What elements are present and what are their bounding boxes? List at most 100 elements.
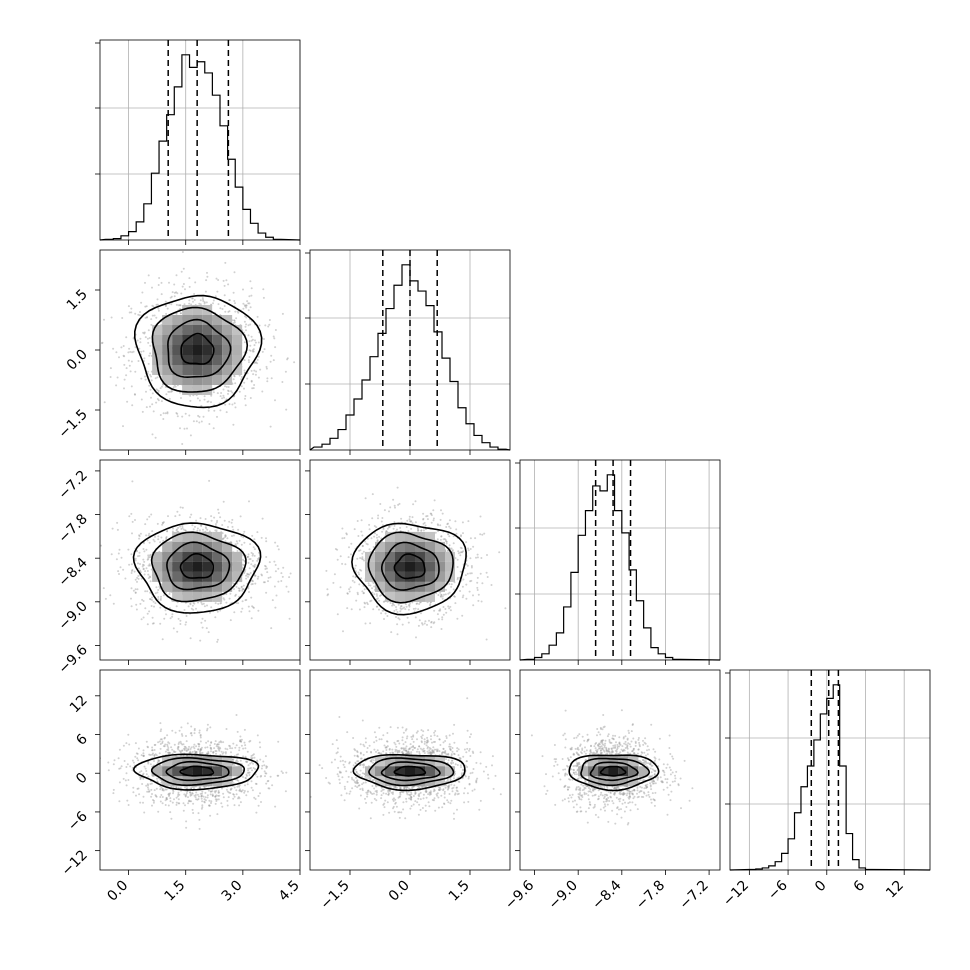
scatter-point — [159, 606, 162, 609]
scatter-point — [205, 301, 208, 304]
scatter-point — [251, 387, 254, 390]
scatter-point — [462, 550, 465, 553]
scatter-point — [191, 524, 194, 527]
scatter-point — [410, 527, 413, 530]
scatter-point — [174, 515, 177, 518]
scatter-point — [131, 480, 134, 483]
scatter-point — [479, 533, 482, 536]
scatter-point — [265, 765, 268, 768]
scatter-point — [149, 405, 151, 408]
scatter-point — [149, 580, 152, 583]
scatter-point — [223, 396, 225, 399]
scatter-point — [343, 537, 346, 539]
scatter-point — [440, 535, 443, 538]
scatter-point — [380, 520, 383, 523]
density-contour — [134, 294, 263, 409]
scatter-point — [227, 386, 230, 388]
density-cell — [202, 355, 213, 365]
scatter-point — [341, 537, 344, 540]
scatter-point — [209, 814, 212, 817]
scatter-point — [432, 517, 435, 520]
density-contour — [179, 553, 214, 579]
scatter-point — [264, 568, 267, 570]
scatter-point — [139, 778, 142, 781]
scatter-point — [289, 572, 292, 575]
scatter-point — [163, 745, 166, 748]
scatter-point — [185, 621, 188, 624]
scatter-point — [111, 527, 114, 530]
scatter-point — [189, 750, 192, 753]
scatter-point — [284, 370, 287, 373]
scatter-point — [164, 300, 167, 303]
scatter-point — [481, 533, 484, 536]
scatter-point — [140, 577, 143, 580]
scatter-point — [208, 530, 211, 533]
scatter-point — [254, 563, 256, 566]
scatter-point — [189, 394, 192, 397]
scatter-point — [264, 755, 267, 758]
scatter-point — [326, 594, 329, 597]
scatter-point — [145, 305, 148, 308]
scatter-point — [407, 608, 410, 611]
scatter-point — [177, 617, 180, 620]
scatter-point — [134, 591, 137, 594]
scatter-point — [383, 509, 386, 512]
scatter-point — [122, 354, 125, 357]
scatter-point — [112, 602, 115, 605]
scatter-point — [98, 535, 100, 537]
scatter-point — [142, 567, 145, 570]
scatter-point — [253, 548, 256, 551]
scatter-point — [225, 411, 228, 414]
scatter-point — [178, 514, 181, 517]
density-cell — [152, 365, 163, 375]
scatter-point — [243, 387, 245, 390]
density-cell — [172, 375, 183, 385]
scatter-point — [150, 605, 153, 607]
scatter-point — [222, 537, 224, 540]
scatter-point — [188, 414, 191, 417]
scatter-point — [175, 785, 178, 788]
scatter-point — [190, 725, 193, 728]
scatter-point — [168, 397, 171, 400]
scatter-point — [156, 522, 159, 525]
scatter-point — [476, 553, 479, 556]
scatter-point — [226, 537, 229, 540]
scatter-point — [130, 597, 132, 600]
scatter-point — [219, 516, 222, 519]
scatter-point — [376, 539, 379, 542]
scatter-point — [243, 381, 246, 384]
scatter-point — [390, 631, 393, 634]
scatter-point — [475, 556, 477, 559]
scatter-point — [255, 811, 258, 814]
scatter-point — [249, 344, 252, 347]
scatter-point — [449, 527, 452, 530]
scatter-point — [234, 382, 237, 385]
scatter-point — [448, 525, 451, 528]
scatter-point — [164, 412, 167, 415]
scatter-point — [141, 565, 144, 568]
scatter-point — [273, 585, 276, 588]
scatter-point — [184, 529, 187, 532]
scatter-point — [163, 617, 166, 620]
scatter-point — [260, 536, 263, 539]
scatter-point — [414, 616, 417, 619]
scatter-point — [128, 515, 131, 518]
scatter-point — [417, 608, 420, 611]
scatter-point — [225, 398, 228, 401]
scatter-point — [363, 601, 366, 604]
scatter-point — [130, 385, 133, 388]
scatter-point — [422, 522, 425, 525]
scatter-point — [181, 749, 184, 752]
scatter-point — [171, 390, 174, 393]
scatter-point — [221, 308, 224, 310]
scatter-point — [157, 598, 160, 601]
scatter-point — [245, 304, 248, 307]
scatter-point — [476, 556, 479, 559]
scatter-point — [153, 760, 155, 762]
scatter-point — [397, 603, 400, 606]
scatter-point — [147, 534, 150, 537]
scatter-point — [150, 323, 153, 326]
scatter-point — [134, 370, 137, 373]
scatter-point — [439, 591, 442, 594]
scatter-point — [251, 583, 254, 585]
